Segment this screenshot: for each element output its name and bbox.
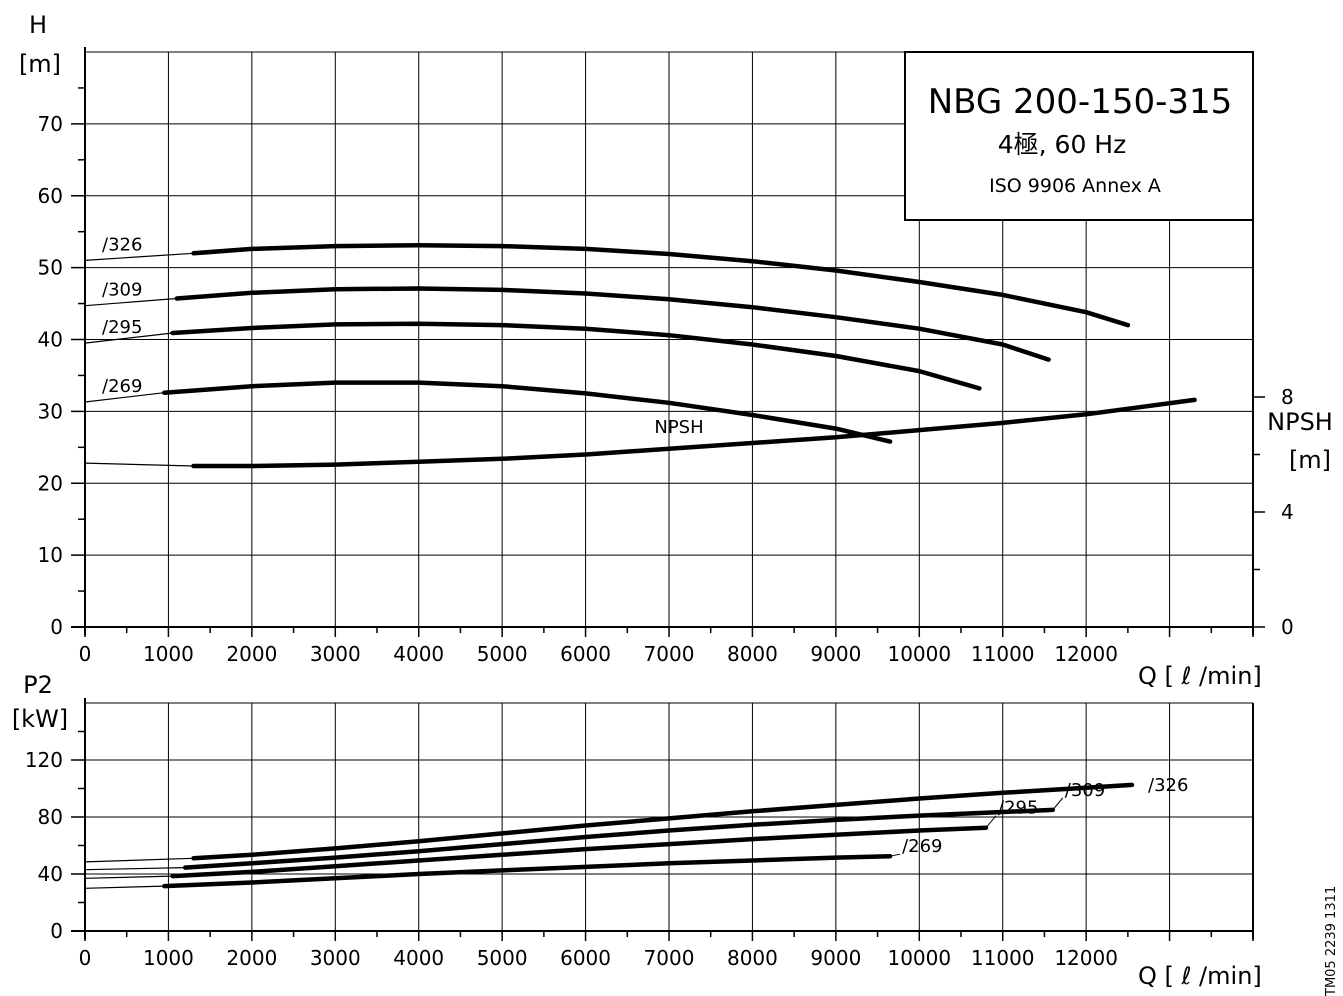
power-curve-326: [191, 782, 1135, 861]
head-y-tick-label: 40: [38, 328, 63, 352]
document-code: TM05 2239 1311: [1324, 886, 1339, 996]
power-series-label-295: /295: [998, 798, 1038, 819]
power-x-tick-label: 1000: [143, 946, 194, 970]
poles-frequency: 4極, 60 Hz: [998, 130, 1126, 159]
head-x-tick-label: 1000: [143, 642, 194, 666]
head-series-label-295: /295: [102, 317, 142, 338]
power-x-tick-label: 12000: [1054, 946, 1118, 970]
head-axis-unit: [m]: [19, 50, 61, 78]
head-x-tick-label: 6000: [560, 642, 611, 666]
npsh-axis-unit: [m]: [1289, 446, 1331, 474]
power-curve-ext-269: [84, 885, 165, 889]
head-y-tick-label: 0: [50, 615, 63, 639]
head-y-tick-label: 30: [38, 399, 63, 423]
head-y-tick-label: 10: [38, 543, 63, 567]
power-x-tick-label: 9000: [810, 946, 861, 970]
power-x-tick-label: 2000: [226, 946, 277, 970]
npsh-y-tick-label: 8: [1281, 385, 1294, 409]
power-y-tick-label: 120: [25, 748, 63, 772]
power-curve-ext-326: [84, 857, 194, 863]
head-series-label-269: /269: [102, 376, 142, 397]
head-x-tick-label: 12000: [1054, 642, 1118, 666]
power-x-tick-label: 5000: [477, 946, 528, 970]
power-series-label-309: /309: [1065, 780, 1105, 801]
head-y-tick-label: 50: [38, 256, 63, 280]
head-x-tick-label: 2000: [226, 642, 277, 666]
power-x-tick-label: 0: [79, 946, 92, 970]
head-curve-ext-326: [84, 252, 194, 261]
power-series-label-326: /326: [1148, 775, 1188, 796]
power-x-tick-label: 8000: [727, 946, 778, 970]
head-curve-ext-309: [84, 297, 177, 307]
power-panel: 0 40 80 120 0 1000 2000 3000 4000 5000 6000 7000 800…: [12, 671, 1262, 990]
power-x-tick-label: 6000: [560, 946, 611, 970]
power-y-tick-label: 0: [50, 919, 63, 943]
npsh-y-tick-label: 0: [1281, 615, 1294, 639]
head-x-axis-label: Q [ ℓ /min]: [1138, 662, 1262, 690]
npsh-axis-title: NPSH: [1267, 408, 1333, 436]
power-label-leader-309: [1052, 797, 1064, 811]
power-label-leader-269: [889, 853, 901, 857]
power-curve-295: [170, 825, 989, 879]
model-name: NBG 200-150-315: [928, 82, 1233, 122]
power-x-axis-label: Q [ ℓ /min]: [1138, 962, 1262, 990]
power-y-tick-label: 80: [38, 805, 63, 829]
power-labels: 0 40 80 120 0 1000 2000 3000 4000 5000 6000 7000 800…: [25, 748, 1189, 970]
head-curve-309: [174, 286, 1051, 362]
head-x-tick-label: 3000: [310, 642, 361, 666]
power-curve-269: [162, 853, 893, 889]
head-y-tick-label: 60: [38, 184, 63, 208]
head-x-tick-label: 9000: [810, 642, 861, 666]
head-x-tick-label: 11000: [971, 642, 1035, 666]
power-curves: [84, 782, 1135, 889]
head-series-label-309: /309: [102, 280, 142, 301]
power-axis-title: P2: [23, 671, 53, 699]
head-curve-269: [162, 380, 893, 444]
head-x-tick-label: 7000: [644, 642, 695, 666]
power-curve-ext-309: [84, 867, 186, 871]
power-x-tick-label: 4000: [393, 946, 444, 970]
head-curve-295: [170, 321, 982, 391]
model-info-box: NBG 200-150-315 4極, 60 Hz ISO 9906 Annex…: [904, 51, 1254, 221]
head-curve-326: [191, 243, 1131, 328]
npsh-y-tick-label: 4: [1281, 500, 1294, 524]
power-x-tick-label: 11000: [971, 946, 1035, 970]
head-curve-ext-npsh: [84, 462, 194, 467]
power-axis-unit: [kW]: [12, 705, 68, 733]
npsh-series-label: NPSH: [654, 417, 703, 438]
power-x-tick-label: 10000: [887, 946, 951, 970]
power-curve-ext-295: [84, 875, 173, 879]
power-y-tick-label: 40: [38, 862, 63, 886]
head-curves: [84, 243, 1197, 469]
test-standard: ISO 9906 Annex A: [989, 175, 1161, 197]
power-x-tick-label: 7000: [644, 946, 695, 970]
head-y-tick-label: 20: [38, 471, 63, 495]
head-y-tick-label: 70: [38, 112, 63, 136]
head-curve-ext-295: [84, 332, 173, 344]
head-series-label-326: /326: [102, 234, 142, 255]
model-info-box-frame: [904, 51, 1254, 221]
head-x-tick-label: 8000: [727, 642, 778, 666]
head-x-tick-label: 10000: [887, 642, 951, 666]
head-x-tick-label: 0: [79, 642, 92, 666]
head-curve-ext-269: [84, 392, 165, 403]
head-curve-npsh: [191, 397, 1197, 469]
power-series-label-269: /269: [902, 836, 942, 857]
power-curve-309: [182, 807, 1056, 870]
head-axis-title: H: [29, 11, 47, 39]
power-label-leader-295: [985, 815, 997, 829]
power-x-tick-label: 3000: [310, 946, 361, 970]
head-x-tick-label: 5000: [477, 642, 528, 666]
head-x-tick-label: 4000: [393, 642, 444, 666]
